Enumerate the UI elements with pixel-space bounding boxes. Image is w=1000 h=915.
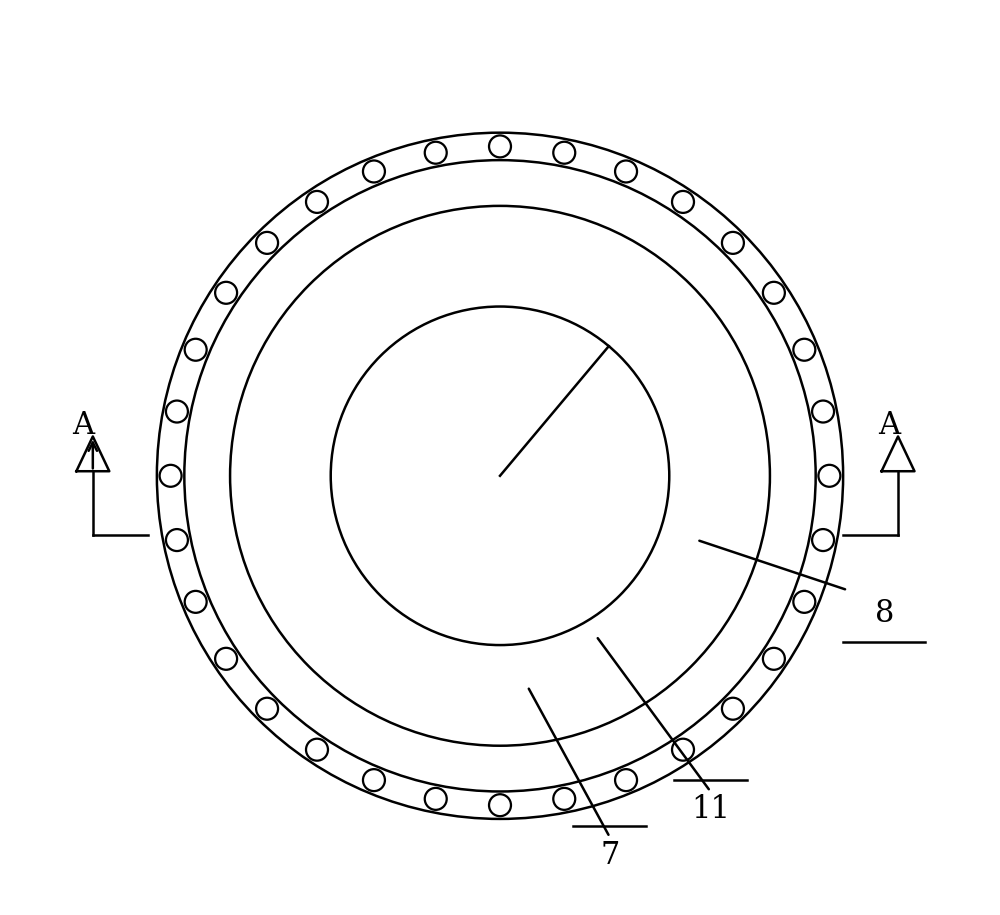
Text: A: A [73, 410, 95, 441]
Text: 11: 11 [691, 794, 730, 825]
Text: 8: 8 [875, 597, 894, 629]
Text: 7: 7 [600, 840, 619, 871]
Text: A: A [878, 410, 900, 441]
